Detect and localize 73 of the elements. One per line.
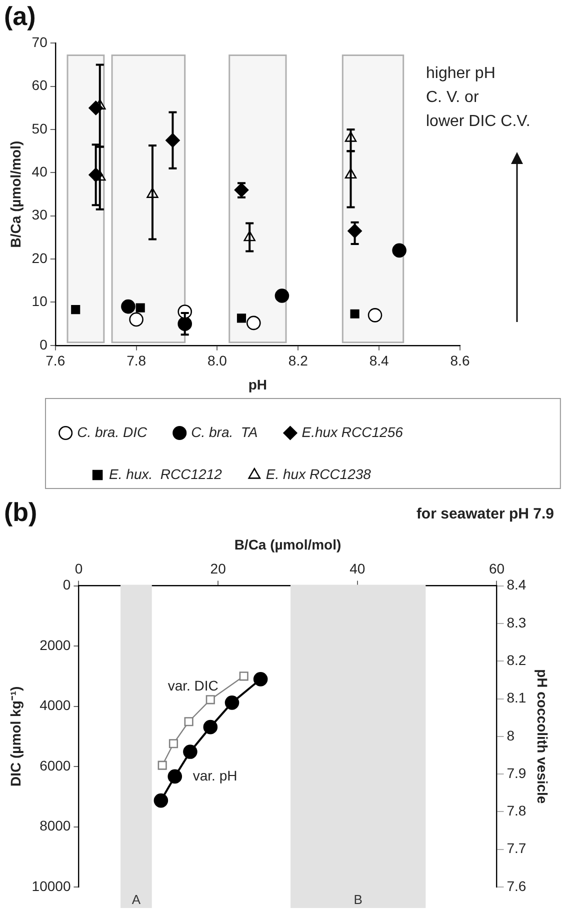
y2-tick-label: 7.6: [506, 878, 526, 894]
y-tick-label: 50: [32, 120, 48, 136]
point: [236, 314, 246, 323]
y-tick-label: 8000: [40, 818, 71, 834]
point: [71, 305, 80, 314]
point: [184, 717, 194, 726]
legend-label: E.hux RCC1256: [302, 424, 404, 440]
series-label: var. pH: [192, 767, 238, 784]
x-tick-label: 40: [350, 560, 366, 576]
annotation: higher pH C. V. or lower DIC C.V.: [426, 64, 532, 132]
x-tick-label: 60: [488, 560, 505, 576]
y-tick-label: 2000: [40, 636, 71, 653]
point: [154, 793, 168, 808]
point: [129, 312, 144, 327]
band-label: A: [132, 892, 141, 908]
x-tick-label: 8.0: [207, 352, 228, 369]
chart-subtitle: for seawater pH 7.9: [416, 505, 554, 522]
point: [224, 696, 240, 710]
y-tick-label: 60: [32, 77, 48, 94]
chart-title: (a): [4, 0, 36, 31]
x-tick-label: 8.6: [450, 352, 470, 369]
legend-label: E. hux RCC1238: [266, 466, 372, 482]
y2-axis-title: pH coccolith vesicle: [534, 669, 551, 804]
y-axis-title: B/Ca (µmol/mol): [7, 140, 24, 248]
point: [246, 316, 261, 330]
y2-tick-label: 7.9: [506, 764, 526, 781]
band-label: B: [354, 892, 362, 908]
y2-tick-label: 7.7: [506, 840, 526, 856]
y-tick-label: 10000: [32, 878, 71, 894]
y-tick-label: 40: [32, 164, 48, 180]
x-axis-title: B/Ca (µmol/mol): [234, 536, 342, 552]
y-tick-label: 6000: [40, 757, 71, 774]
point: [274, 288, 290, 303]
chart-title: (b): [4, 496, 38, 527]
point: [239, 672, 248, 681]
y-tick-label: 20: [32, 250, 48, 266]
series-label: var. DIC: [168, 678, 218, 694]
x-tick-label: 7.8: [126, 352, 146, 369]
point: [392, 243, 406, 258]
point: [88, 100, 103, 116]
y-axis-title: DIC (µmol kg⁻¹): [7, 686, 24, 786]
legend-label: E. hux. RCC1212: [109, 466, 222, 482]
x-axis-title: pH: [248, 376, 268, 392]
y-tick-label: 0: [40, 336, 48, 352]
y-tick-label: 30: [32, 206, 48, 223]
y2-tick-label: 8: [506, 727, 515, 744]
y2-tick-label: 7.8: [506, 802, 526, 819]
x-tick-label: 8.4: [369, 352, 390, 369]
y2-tick-label: 8.2: [506, 652, 526, 668]
point: [136, 303, 145, 312]
point: [203, 720, 218, 734]
y-tick-label: 70: [32, 34, 48, 50]
x-tick-label: 20: [210, 560, 226, 576]
legend-label: C. bra. DIC: [77, 424, 148, 440]
point: [121, 299, 136, 314]
x-tick-label: 7.6: [46, 352, 66, 369]
y2-tick-label: 8.3: [506, 614, 526, 630]
point: [253, 672, 268, 686]
y-tick-label: 4000: [40, 697, 71, 714]
point: [350, 309, 360, 318]
point: [158, 760, 167, 770]
point: [183, 744, 198, 759]
legend-label: C. bra. TA: [191, 424, 258, 440]
point: [168, 739, 178, 748]
y2-tick-label: 8.4: [506, 576, 526, 593]
y2-tick-label: 8.1: [506, 690, 526, 706]
x-tick-label: 0: [74, 560, 83, 576]
point: [368, 308, 382, 322]
point: [168, 769, 182, 784]
y-tick-label: 0: [62, 576, 71, 593]
point: [206, 695, 215, 704]
y-tick-label: 10: [32, 293, 48, 310]
x-tick-label: 8.2: [288, 352, 308, 369]
